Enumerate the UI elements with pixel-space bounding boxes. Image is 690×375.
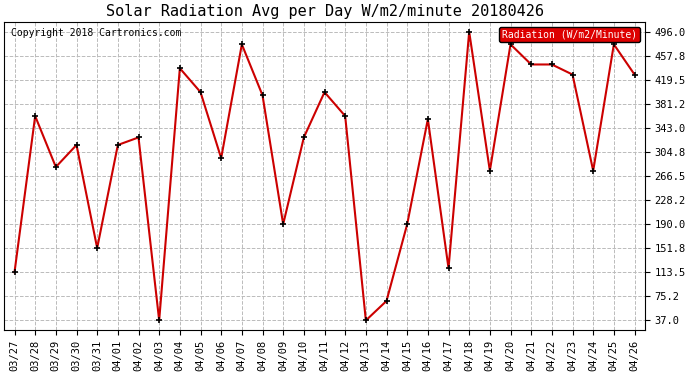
Radiation (W/m2/Minute): [135, 135, 143, 140]
Radiation (W/m2/Minute): [197, 90, 205, 94]
Radiation (W/m2/Minute): [258, 93, 266, 98]
Radiation (W/m2/Minute): [465, 30, 473, 34]
Radiation (W/m2/Minute): [610, 42, 618, 46]
Radiation (W/m2/Minute): [114, 143, 122, 147]
Title: Solar Radiation Avg per Day W/m2/minute 20180426: Solar Radiation Avg per Day W/m2/minute …: [106, 4, 544, 19]
Radiation (W/m2/Minute): [155, 318, 164, 322]
Radiation (W/m2/Minute): [631, 72, 639, 77]
Radiation (W/m2/Minute): [72, 143, 81, 147]
Radiation (W/m2/Minute): [424, 117, 432, 122]
Radiation (W/m2/Minute): [569, 72, 577, 77]
Radiation (W/m2/Minute): [527, 62, 535, 67]
Radiation (W/m2/Minute): [444, 266, 453, 270]
Radiation (W/m2/Minute): [320, 90, 328, 94]
Radiation (W/m2/Minute): [52, 165, 60, 169]
Radiation (W/m2/Minute): [589, 168, 598, 173]
Radiation (W/m2/Minute): [382, 298, 391, 303]
Legend: Radiation (W/m2/Minute): Radiation (W/m2/Minute): [499, 27, 640, 42]
Radiation (W/m2/Minute): [237, 42, 246, 46]
Radiation (W/m2/Minute): [279, 222, 287, 226]
Radiation (W/m2/Minute): [217, 156, 226, 160]
Line: Radiation (W/m2/Minute): Radiation (W/m2/Minute): [11, 28, 638, 324]
Radiation (W/m2/Minute): [299, 135, 308, 140]
Radiation (W/m2/Minute): [341, 114, 349, 118]
Radiation (W/m2/Minute): [486, 168, 494, 173]
Radiation (W/m2/Minute): [506, 42, 515, 46]
Radiation (W/m2/Minute): [10, 270, 19, 274]
Radiation (W/m2/Minute): [176, 66, 184, 70]
Radiation (W/m2/Minute): [31, 114, 39, 118]
Text: Copyright 2018 Cartronics.com: Copyright 2018 Cartronics.com: [10, 28, 181, 38]
Radiation (W/m2/Minute): [403, 222, 411, 226]
Radiation (W/m2/Minute): [362, 318, 370, 322]
Radiation (W/m2/Minute): [93, 246, 101, 250]
Radiation (W/m2/Minute): [548, 62, 556, 67]
